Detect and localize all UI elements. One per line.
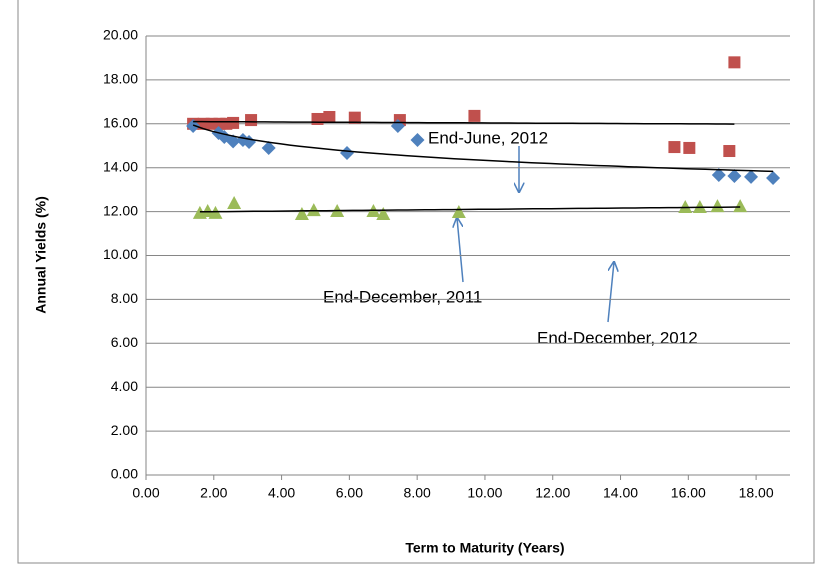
point: [348, 111, 361, 124]
x-axis-title: Term to Maturity (Years): [405, 540, 564, 556]
y-tick-label: 20.00: [103, 27, 138, 43]
y-tick-label: 0.00: [111, 466, 138, 482]
point: [451, 205, 466, 219]
point: [294, 207, 309, 221]
point: [766, 171, 781, 186]
point: [323, 110, 336, 123]
y-tick-label: 6.00: [111, 334, 138, 350]
arrow: [607, 262, 614, 323]
trendline: [192, 124, 774, 173]
point: [723, 145, 736, 158]
point: [200, 203, 215, 217]
point: [710, 199, 725, 213]
point: [683, 141, 696, 154]
point: [311, 112, 324, 125]
annotation: End-June, 2012: [428, 128, 548, 147]
point: [692, 199, 707, 213]
y-tick-label: 8.00: [111, 290, 138, 306]
point: [339, 145, 354, 160]
point: [226, 134, 241, 149]
y-tick-label: 12.00: [103, 202, 138, 218]
y-tick-label: 4.00: [111, 378, 138, 394]
point: [678, 199, 693, 213]
y-tick-label: 14.00: [103, 158, 138, 174]
y-tick-label: 16.00: [103, 115, 138, 131]
x-tick-label: 10.00: [467, 485, 502, 501]
point: [711, 167, 726, 182]
point: [227, 196, 242, 210]
annotation: End-December, 2012: [537, 328, 698, 347]
point: [728, 56, 741, 69]
point: [668, 141, 681, 154]
x-tick-label: 4.00: [268, 485, 295, 501]
point: [306, 203, 321, 217]
x-tick-label: 12.00: [535, 485, 570, 501]
x-tick-label: 14.00: [603, 485, 638, 501]
point: [376, 207, 391, 221]
annotation: End-December, 2011: [323, 287, 482, 306]
trendline: [199, 206, 741, 213]
point: [245, 114, 258, 127]
chart-frame: [17, 0, 815, 564]
y-tick-label: 2.00: [111, 422, 138, 438]
y-tick-label: 18.00: [103, 71, 138, 87]
point: [227, 116, 240, 129]
point: [261, 140, 276, 155]
y-axis-title: Annual Yields (%): [33, 196, 49, 313]
y-tick-label: 10.00: [103, 246, 138, 262]
x-tick-label: 2.00: [200, 485, 227, 501]
point: [733, 199, 748, 213]
x-tick-label: 0.00: [132, 485, 159, 501]
x-tick-label: 18.00: [739, 485, 774, 501]
x-tick-label: 6.00: [336, 485, 363, 501]
x-tick-label: 8.00: [404, 485, 431, 501]
point: [186, 118, 201, 133]
point: [468, 109, 481, 122]
trendline: [193, 120, 735, 125]
point: [208, 205, 223, 219]
point: [744, 169, 759, 184]
point: [727, 169, 742, 184]
point: [410, 133, 425, 148]
arrow: [457, 218, 464, 283]
x-tick-label: 16.00: [671, 485, 706, 501]
